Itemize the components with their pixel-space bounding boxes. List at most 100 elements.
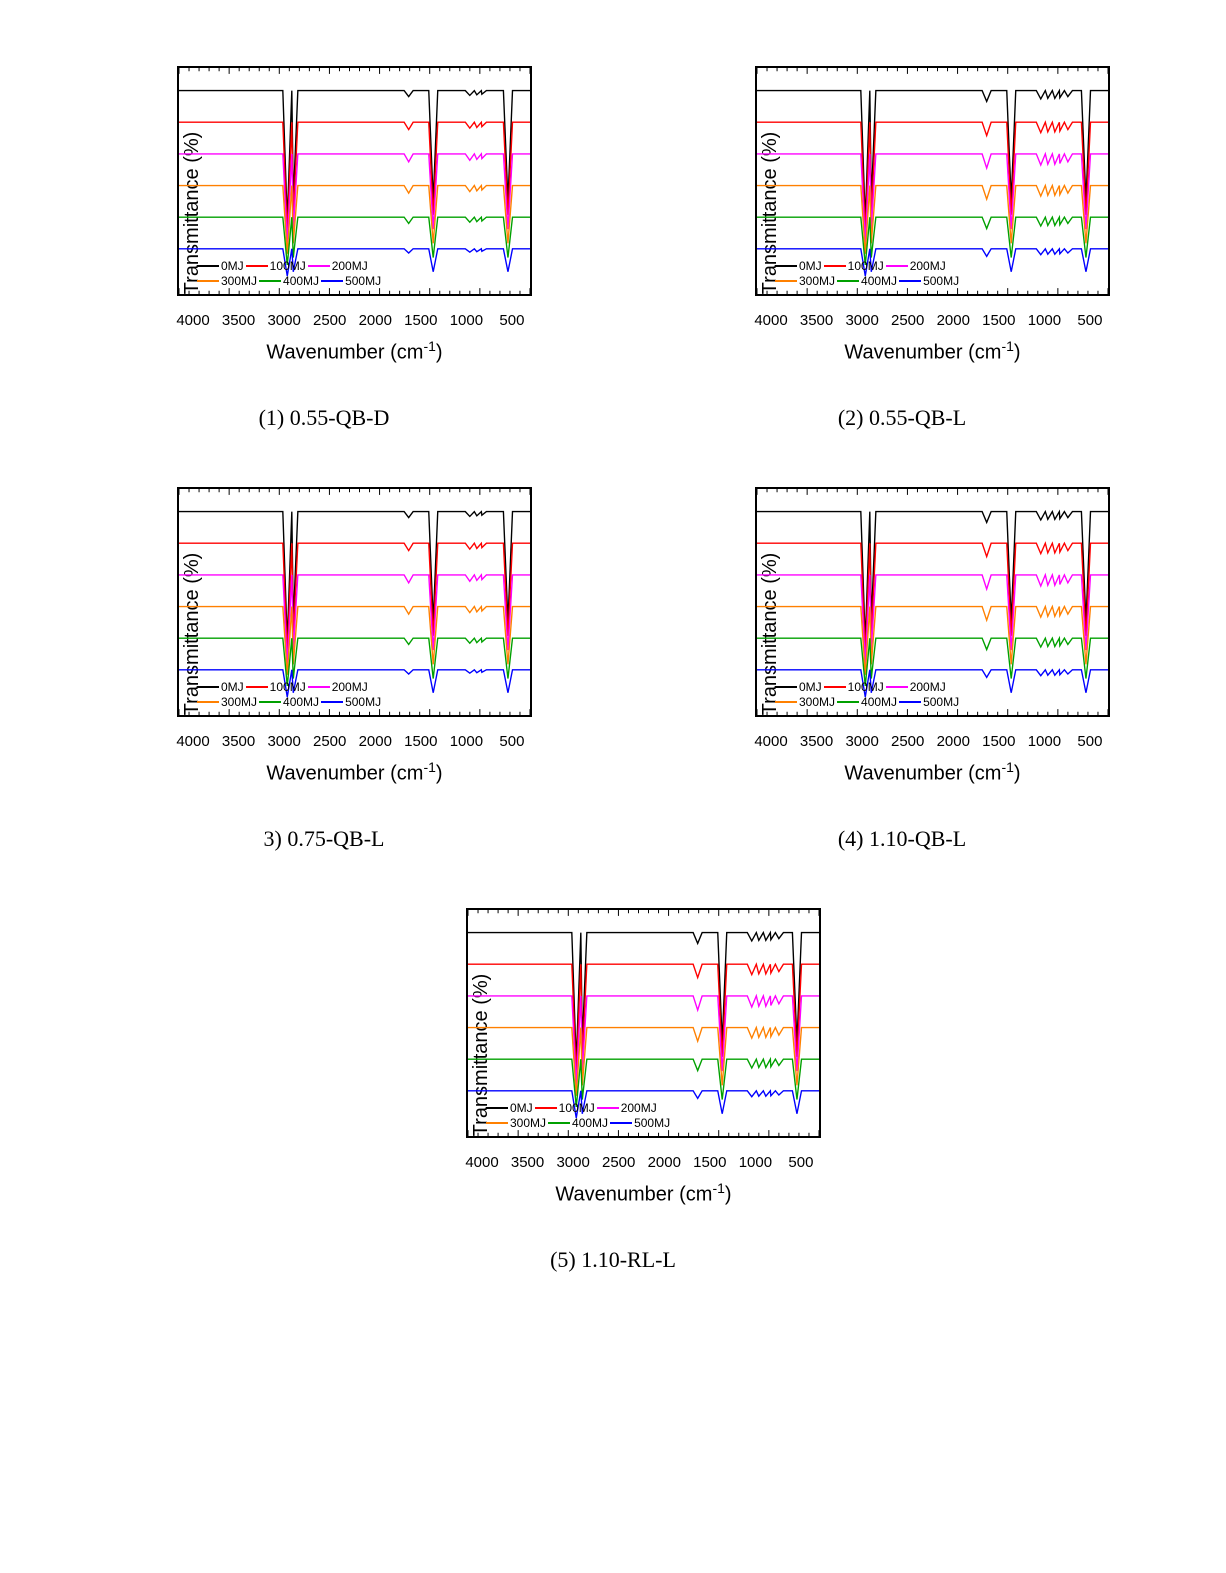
xtick-label: 4000 [173, 733, 213, 750]
curve-400mj [468, 1059, 819, 1107]
curve-400mj [179, 638, 530, 686]
legend-label: 400MJ [283, 274, 319, 288]
xtick-label: 2500 [888, 312, 928, 329]
legend-row: 300MJ 400MJ 500MJ [775, 695, 1035, 709]
xtick-label: 1500 [979, 312, 1019, 329]
legend-swatch [824, 265, 846, 267]
xtick-label: 1000 [446, 312, 486, 329]
legend-item-500mj: 500MJ [899, 695, 959, 709]
legend-item-100mj: 100MJ [824, 680, 884, 694]
xtick-label: 4000 [751, 312, 791, 329]
xtick-label: 500 [1070, 733, 1110, 750]
xtick-label: 3000 [264, 733, 304, 750]
legend-item-0mj: 0MJ [775, 259, 822, 273]
legend-item-300mj: 300MJ [775, 695, 835, 709]
legend: 0MJ 100MJ 200MJ 300MJ 400MJ 500MJ [197, 680, 457, 709]
legend-row: 300MJ 400MJ 500MJ [486, 1116, 746, 1130]
panel: Transmittance (%) 0MJ 100MJ 200MJ 300MJ [40, 902, 1186, 1303]
legend-swatch [775, 701, 797, 703]
curve-100mj [179, 543, 530, 652]
chart: Transmittance (%) 0MJ 100MJ 200MJ 300MJ [687, 60, 1117, 365]
curve-200mj [179, 575, 530, 664]
panel: Transmittance (%) 0MJ 100MJ 200MJ 300MJ [40, 481, 608, 882]
xtick-label: 2500 [888, 733, 928, 750]
legend-item-300mj: 300MJ [197, 274, 257, 288]
xtick-label: 2500 [310, 733, 350, 750]
legend-item-0mj: 0MJ [197, 259, 244, 273]
xtick-label: 4000 [751, 733, 791, 750]
chart: Transmittance (%) 0MJ 100MJ 200MJ 300MJ [109, 481, 539, 786]
xtick-label: 3000 [264, 312, 304, 329]
curve-0mj [468, 933, 819, 1063]
x-axis-label: Wavenumber (cm-1) [466, 1180, 821, 1207]
panel: Transmittance (%) 0MJ 100MJ 200MJ 300MJ [618, 481, 1186, 882]
legend-item-500mj: 500MJ [899, 274, 959, 288]
legend-swatch [246, 265, 268, 267]
x-axis-label: Wavenumber (cm-1) [755, 338, 1110, 365]
xtick-label: 1000 [446, 733, 486, 750]
legend-swatch [246, 686, 268, 688]
chart: Transmittance (%) 0MJ 100MJ 200MJ 300MJ [398, 902, 828, 1207]
legend-swatch [899, 280, 921, 282]
legend-item-200mj: 200MJ [597, 1101, 657, 1115]
curve-300mj [757, 607, 1108, 675]
xtick-labels: 4000350030002500200015001000500 [466, 1154, 821, 1171]
xtick-label: 1500 [979, 733, 1019, 750]
legend-swatch [899, 701, 921, 703]
xtick-label: 1500 [690, 1154, 730, 1171]
legend-item-300mj: 300MJ [197, 695, 257, 709]
legend-label: 100MJ [848, 259, 884, 273]
chart: Transmittance (%) 0MJ 100MJ 200MJ 300MJ [109, 60, 539, 365]
xtick-label: 1000 [1024, 312, 1064, 329]
panel-caption: (4) 1.10-QB-L [838, 826, 966, 852]
xtick-label: 1500 [401, 733, 441, 750]
legend-swatch [775, 686, 797, 688]
legend-label: 300MJ [799, 274, 835, 288]
legend-swatch [886, 686, 908, 688]
xtick-label: 3000 [553, 1154, 593, 1171]
curve-100mj [179, 122, 530, 231]
panel: Transmittance (%) 0MJ 100MJ 200MJ 300MJ [40, 60, 608, 461]
xtick-labels: 4000350030002500200015001000500 [755, 733, 1110, 750]
legend-item-200mj: 200MJ [308, 259, 368, 273]
legend-item-100mj: 100MJ [246, 259, 306, 273]
curve-200mj [757, 575, 1108, 664]
xtick-label: 3500 [219, 733, 259, 750]
curve-100mj [757, 543, 1108, 652]
xtick-label: 2000 [355, 733, 395, 750]
plot-area: 0MJ 100MJ 200MJ 300MJ 400MJ 500MJ [466, 908, 821, 1138]
x-axis-label: Wavenumber (cm-1) [755, 759, 1110, 786]
curve-100mj [757, 122, 1108, 231]
legend-row: 0MJ 100MJ 200MJ [775, 680, 1035, 694]
legend-label: 100MJ [270, 680, 306, 694]
legend-label: 0MJ [510, 1101, 533, 1115]
curve-0mj [757, 512, 1108, 642]
legend-label: 400MJ [283, 695, 319, 709]
panel-caption: (5) 1.10-RL-L [550, 1247, 676, 1273]
legend-item-400mj: 400MJ [548, 1116, 608, 1130]
legend-swatch [886, 265, 908, 267]
legend-item-500mj: 500MJ [321, 274, 381, 288]
legend-swatch [197, 701, 219, 703]
xtick-label: 500 [781, 1154, 821, 1171]
panel-caption: 3) 0.75-QB-L [264, 826, 385, 852]
legend-item-400mj: 400MJ [837, 695, 897, 709]
xtick-label: 3000 [842, 733, 882, 750]
xtick-label: 2000 [644, 1154, 684, 1171]
panels-grid: Transmittance (%) 0MJ 100MJ 200MJ 300MJ [40, 60, 1186, 1303]
legend-swatch [535, 1107, 557, 1109]
legend-label: 300MJ [510, 1116, 546, 1130]
xtick-label: 3000 [842, 312, 882, 329]
legend-row: 0MJ 100MJ 200MJ [197, 680, 457, 694]
xtick-label: 2000 [933, 733, 973, 750]
legend-swatch [321, 280, 343, 282]
x-axis-label: Wavenumber (cm-1) [177, 338, 532, 365]
legend-label: 0MJ [799, 259, 822, 273]
legend-row: 300MJ 400MJ 500MJ [197, 274, 457, 288]
curve-200mj [757, 154, 1108, 243]
legend-label: 0MJ [221, 259, 244, 273]
legend-item-500mj: 500MJ [321, 695, 381, 709]
legend-swatch [775, 280, 797, 282]
legend-swatch [308, 686, 330, 688]
xtick-label: 2500 [599, 1154, 639, 1171]
